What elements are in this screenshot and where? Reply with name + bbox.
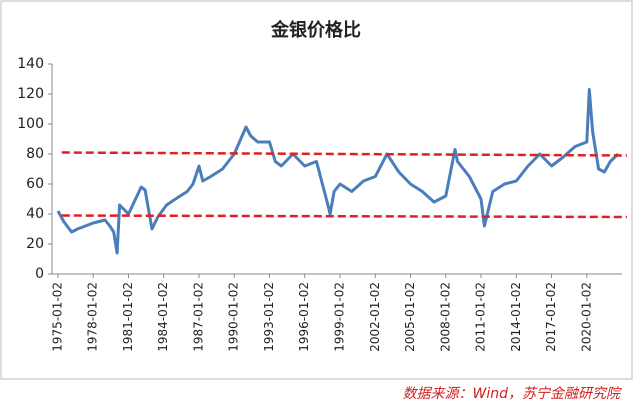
x-tick-label: 1996-01-02 xyxy=(297,282,311,352)
y-tick-label: 80 xyxy=(26,146,44,162)
x-tick-label: 2014-01-02 xyxy=(509,282,523,352)
y-tick-label: 60 xyxy=(26,176,44,192)
data-line xyxy=(56,88,620,255)
x-tick-label: 1999-01-02 xyxy=(333,282,347,352)
chart-title: 金银价格比 xyxy=(270,19,361,41)
x-tick-label: 1987-01-02 xyxy=(191,282,205,352)
y-tick-label: 40 xyxy=(26,206,44,222)
x-tick-label: 1990-01-02 xyxy=(227,282,241,352)
x-tick-label: 2005-01-02 xyxy=(403,282,417,352)
x-tick-label: 1978-01-02 xyxy=(86,282,100,352)
y-tick-label: 100 xyxy=(17,116,44,132)
y-tick-label: 140 xyxy=(17,56,44,72)
chart-frame xyxy=(0,0,633,380)
x-tick-label: 2008-01-02 xyxy=(438,282,452,352)
x-tick-label: 1981-01-02 xyxy=(121,282,135,352)
x-tick-label: 2020-01-02 xyxy=(579,282,593,352)
x-tick-label: 1993-01-02 xyxy=(262,282,276,352)
y-tick-label: 20 xyxy=(26,236,44,252)
y-tick-label: 0 xyxy=(35,266,44,282)
x-tick-label: 2002-01-02 xyxy=(368,282,382,352)
reference-line xyxy=(61,214,627,219)
reference-line xyxy=(61,151,627,157)
x-tick-label: 2011-01-02 xyxy=(474,282,488,352)
x-tick-label: 1975-01-02 xyxy=(50,282,64,352)
x-tick-label: 1984-01-02 xyxy=(156,282,170,352)
x-tick-label: 2017-01-02 xyxy=(544,282,558,352)
source-note: 数据来源：Wind，苏宁金融研究院 xyxy=(403,386,622,402)
y-tick-label: 120 xyxy=(17,86,44,102)
